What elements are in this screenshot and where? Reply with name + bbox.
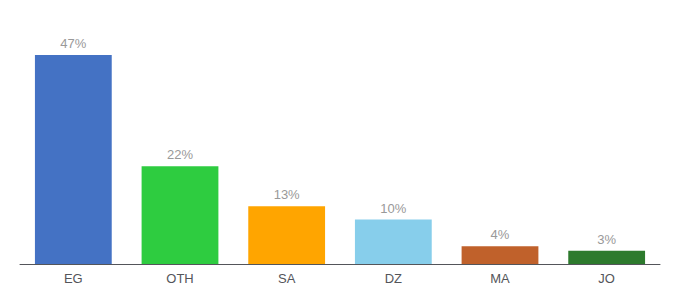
- svg-text:4%: 4%: [491, 227, 510, 242]
- svg-text:47%: 47%: [60, 36, 86, 51]
- svg-text:EG: EG: [64, 271, 83, 286]
- svg-text:10%: 10%: [380, 201, 406, 216]
- svg-text:3%: 3%: [597, 232, 616, 247]
- svg-text:22%: 22%: [167, 147, 193, 162]
- svg-text:13%: 13%: [274, 187, 300, 202]
- svg-text:MA: MA: [490, 271, 510, 286]
- svg-text:JO: JO: [598, 271, 615, 286]
- svg-text:DZ: DZ: [385, 271, 402, 286]
- svg-text:OTH: OTH: [166, 271, 193, 286]
- svg-text:SA: SA: [278, 271, 296, 286]
